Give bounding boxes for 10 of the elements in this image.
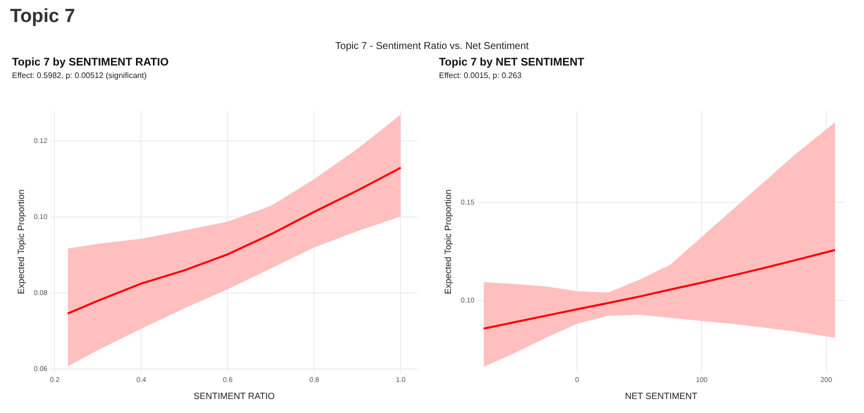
y-axis-title: Expected Topic Proportion (442, 189, 453, 294)
chart-title: Topic 7 by NET SENTIMENT (439, 56, 585, 69)
chart-subtitle: Effect: 0.5982, p: 0.00512 (significant) (12, 71, 147, 80)
text: Topic 7 - Sentiment Ratio vs. Net Sentiment (334, 41, 530, 52)
chart-subtitle: Effect: 0.0015, p: 0.263 (439, 71, 522, 80)
y-axis-title: Expected Topic Proportion (16, 189, 26, 294)
text: Topic 7 (10, 6, 76, 28)
x-axis-title: NET SENTIMENT (625, 391, 698, 402)
chart-title: Topic 7 by SENTIMENT RATIO (12, 56, 170, 69)
x-axis-title: SENTIMENT RATIO (194, 391, 275, 402)
